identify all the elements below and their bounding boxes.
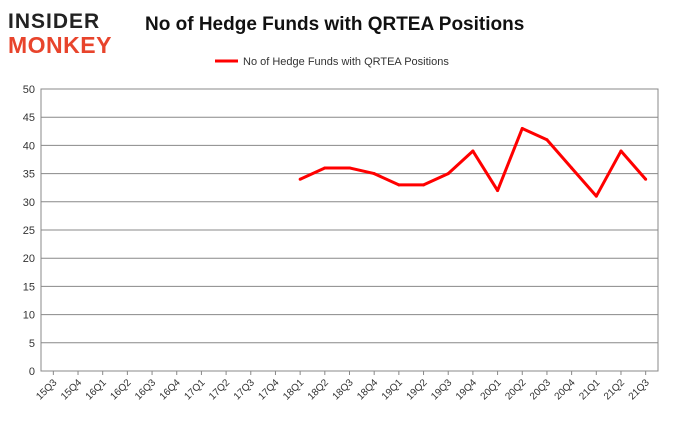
x-tick-label: 16Q2 (108, 377, 133, 402)
data-point (348, 166, 351, 170)
data-point (397, 183, 401, 187)
data-point (545, 138, 549, 142)
x-tick-label: 20Q3 (528, 377, 553, 402)
y-tick-label: 40 (23, 140, 35, 152)
y-tick-label: 0 (29, 366, 35, 378)
x-tick-label: 19Q4 (454, 377, 479, 402)
data-point (644, 177, 648, 181)
x-tick-label: 18Q1 (281, 377, 306, 402)
x-tick-label: 20Q2 (503, 377, 528, 402)
x-tick-label: 15Q4 (59, 377, 84, 402)
x-tick-label: 18Q2 (306, 377, 331, 402)
x-tick-label: 18Q3 (331, 377, 356, 402)
x-tick-label: 21Q1 (577, 377, 602, 402)
x-tick-label: 20Q4 (553, 377, 578, 402)
data-point (471, 149, 475, 153)
x-tick-label: 16Q3 (133, 377, 158, 402)
x-tick-label: 17Q1 (182, 377, 207, 402)
data-point (323, 166, 327, 170)
svg-text:INSIDER: INSIDER (8, 10, 100, 33)
x-tick-label: 21Q2 (602, 377, 627, 402)
x-tick-label: 19Q1 (380, 377, 405, 402)
data-point (570, 166, 574, 170)
data-point (422, 183, 426, 187)
data-point (520, 126, 524, 130)
data-point (594, 194, 598, 198)
y-tick-label: 50 (23, 84, 35, 96)
data-point (496, 189, 500, 193)
x-tick-label: 21Q3 (627, 377, 652, 402)
y-tick-label: 25 (23, 225, 35, 237)
x-tick-label: 16Q4 (158, 377, 183, 402)
y-tick-label: 30 (23, 197, 35, 209)
legend-label: No of Hedge Funds with QRTEA Positions (243, 56, 449, 68)
x-tick-label: 17Q2 (207, 377, 232, 402)
data-point (372, 172, 376, 176)
y-tick-label: 10 (23, 310, 35, 322)
x-tick-label: 19Q3 (429, 377, 454, 402)
x-tick-label: 20Q1 (479, 377, 504, 402)
x-tick-label: 17Q4 (257, 377, 282, 402)
y-tick-label: 35 (23, 169, 35, 181)
x-tick-label: 17Q3 (232, 377, 257, 402)
insider-monkey-logo: INSIDER MONKEY (8, 10, 112, 56)
data-point (619, 149, 623, 153)
x-tick-label: 15Q3 (34, 377, 59, 402)
data-point (446, 172, 450, 176)
x-tick-label: 18Q4 (355, 377, 380, 402)
y-tick-label: 20 (23, 253, 35, 265)
svg-text:MONKEY: MONKEY (8, 32, 112, 56)
data-point (298, 177, 302, 181)
y-tick-label: 15 (23, 281, 35, 293)
x-tick-label: 19Q2 (405, 377, 430, 402)
chart-title: No of Hedge Funds with QRTEA Positions (145, 14, 525, 35)
series-line (299, 126, 647, 198)
x-tick-label: 16Q1 (84, 377, 109, 402)
y-tick-label: 45 (23, 112, 35, 124)
y-tick-label: 5 (29, 338, 35, 350)
